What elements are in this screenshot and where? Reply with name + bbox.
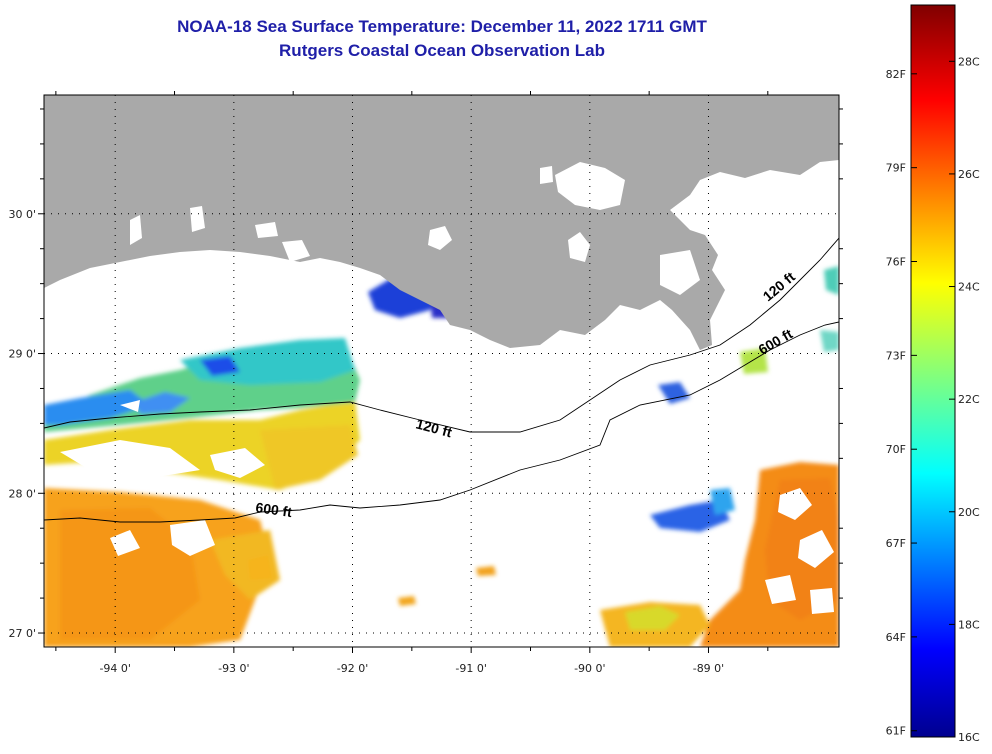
colorbar-label-celsius: 24C [958, 281, 980, 294]
lat-tick-label: 30 0' [8, 208, 36, 221]
map-axes: -94 0' -93 0' -92 0' -91 0' -90 0' -89 0' 30 0… [8, 91, 843, 675]
colorbar-label-celsius: 22C [958, 393, 980, 406]
colorbar-label-fahrenheit: 76F [886, 256, 906, 269]
lat-tick-label: 27 0' [8, 627, 36, 640]
colorbar-label-fahrenheit: 64F [886, 631, 906, 644]
map-subtitle: Rutgers Coastal Ocean Observation Lab [279, 41, 605, 60]
cloud-mask [60, 400, 834, 614]
map-border [43, 94, 840, 648]
colorbar-label-celsius: 18C [958, 618, 980, 631]
colorbar-label-fahrenheit: 67F [886, 537, 906, 550]
lat-tick-label: 28 0' [8, 487, 36, 500]
colorbar: 28C 26C 24C 22C 20C 18C 16C 82F 79F 76F 73F 70F 67F 6… [886, 4, 980, 744]
colorbar-label-celsius: 20C [958, 506, 980, 519]
colorbar-label-celsius: 26C [958, 168, 980, 181]
contour-120ft [44, 237, 839, 433]
lon-tick-label: -92 0' [337, 662, 369, 675]
colorbar-label-fahrenheit: 82F [886, 68, 906, 81]
land-mass [44, 95, 839, 350]
colorbar-label-fahrenheit: 79F [886, 162, 906, 175]
colorbar-label-fahrenheit: 73F [886, 349, 906, 362]
lon-tick-label: -89 0' [693, 662, 725, 675]
colorbar-label-fahrenheit: 61F [886, 725, 906, 738]
contour-600ft [44, 321, 839, 523]
map-title: NOAA-18 Sea Surface Temperature: Decembe… [177, 17, 707, 36]
lon-tick-label: -93 0' [218, 662, 250, 675]
colorbar-gradient [910, 4, 956, 738]
lat-tick-label: 29 0' [8, 348, 36, 361]
lon-tick-label: -94 0' [99, 662, 131, 675]
contour-label-600ft-west: 600 ft [255, 499, 294, 520]
graticule [44, 95, 839, 647]
colorbar-label-celsius: 28C [958, 55, 980, 68]
colorbar-label-celsius: 16C [958, 731, 980, 744]
lon-tick-label: -91 0' [455, 662, 487, 675]
lon-tick-label: -90 0' [574, 662, 606, 675]
colorbar-label-fahrenheit: 70F [886, 443, 906, 456]
